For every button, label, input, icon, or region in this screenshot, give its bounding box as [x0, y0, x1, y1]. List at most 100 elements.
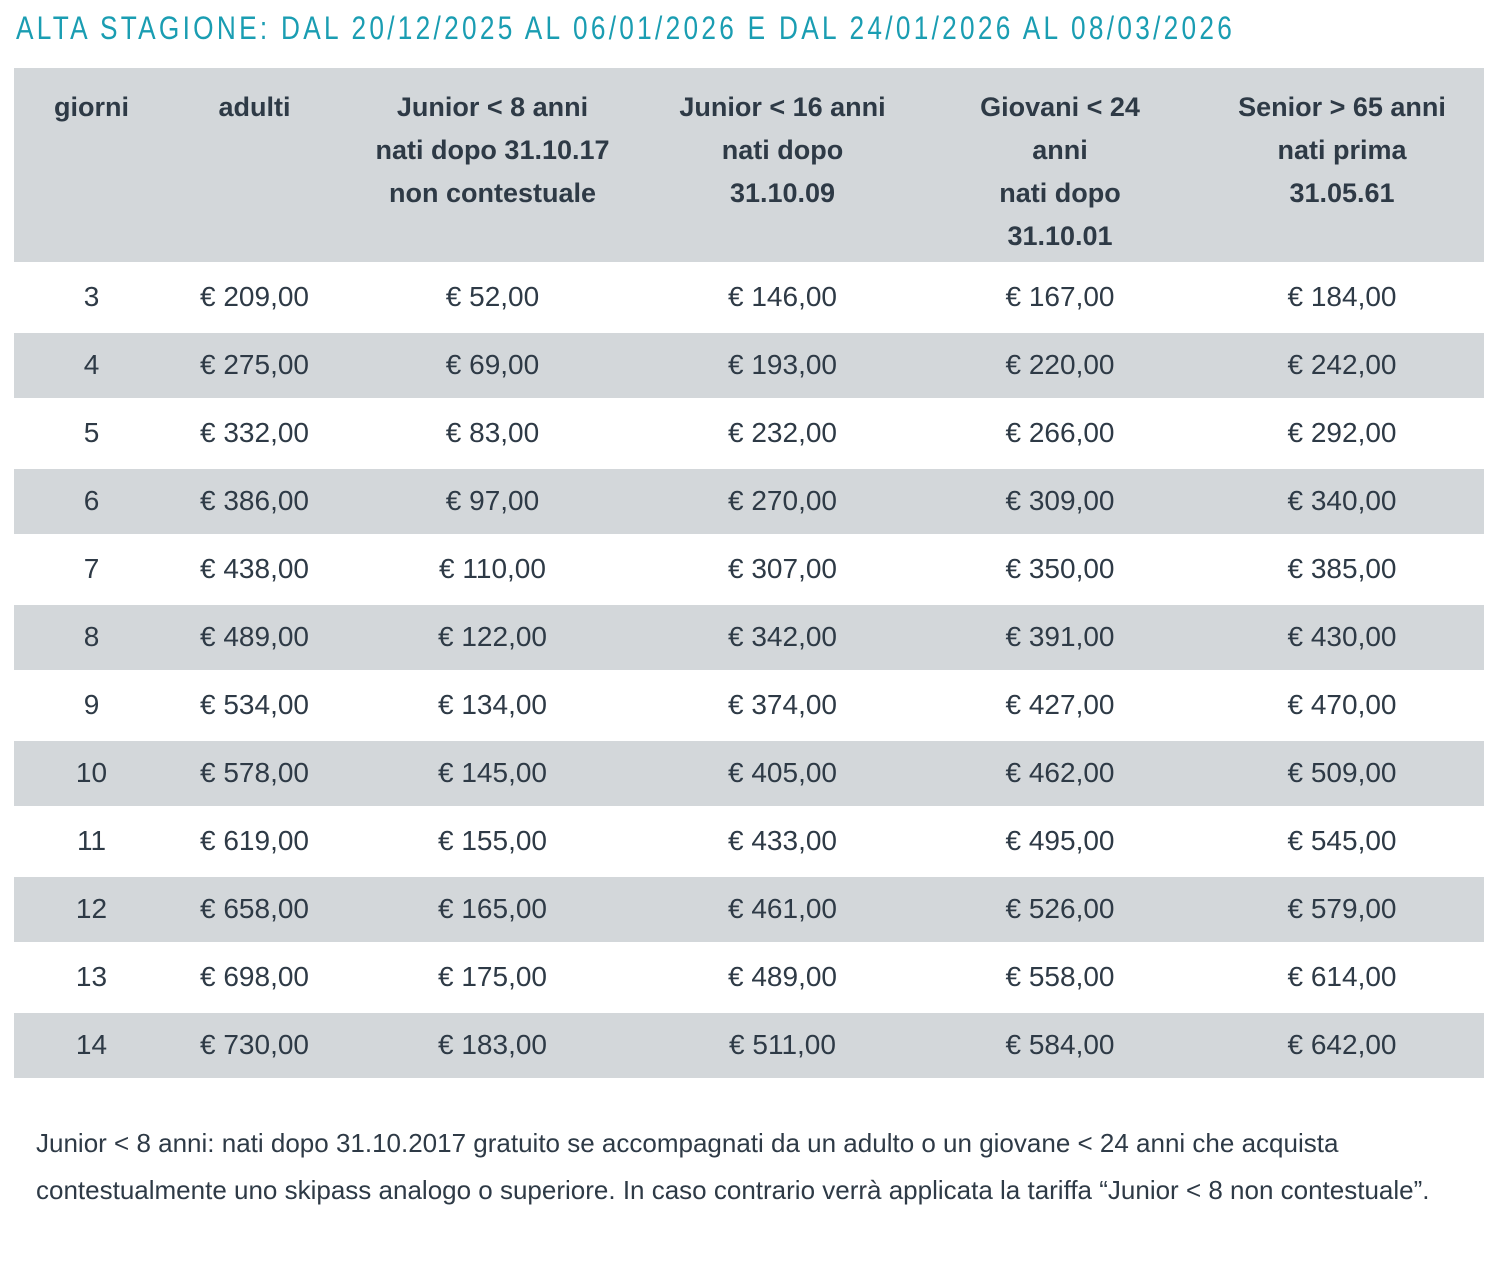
- table-row: 6 € 386,00 € 97,00 € 270,00 € 309,00 € 340,00: [14, 467, 1484, 537]
- price-cell: € 193,00: [645, 331, 920, 401]
- price-cell: € 146,00: [645, 263, 920, 333]
- price-cell: € 332,00: [169, 399, 340, 469]
- table-row: 13 € 698,00 € 175,00 € 489,00 € 558,00 € 614,…: [14, 943, 1484, 1013]
- price-cell: € 427,00: [920, 671, 1200, 741]
- cell-giorni: 4: [14, 331, 169, 401]
- header-line: 31.05.61: [1289, 178, 1395, 208]
- header-line: Senior > 65 anni: [1238, 92, 1446, 122]
- price-cell: € 391,00: [920, 603, 1200, 673]
- price-cell: € 340,00: [1200, 467, 1484, 537]
- price-table: giorni adulti Junior < 8 anni nati dopo 31.…: [14, 68, 1484, 1081]
- price-cell: € 470,00: [1200, 671, 1484, 741]
- footnote: Junior < 8 anni: nati dopo 31.10.2017 gr…: [36, 1128, 1430, 1205]
- price-cell: € 307,00: [645, 535, 920, 605]
- cell-giorni: 12: [14, 875, 169, 945]
- price-cell: € 165,00: [340, 875, 645, 945]
- cell-giorni: 11: [14, 807, 169, 877]
- cell-giorni: 14: [14, 1011, 169, 1081]
- header-cell-adulti: adulti: [169, 68, 340, 265]
- price-cell: € 275,00: [169, 331, 340, 401]
- price-cell: € 462,00: [920, 739, 1200, 809]
- price-cell: € 619,00: [169, 807, 340, 877]
- cell-giorni: 10: [14, 739, 169, 809]
- price-cell: € 122,00: [340, 603, 645, 673]
- price-cell: € 110,00: [340, 535, 645, 605]
- price-cell: € 155,00: [340, 807, 645, 877]
- price-cell: € 145,00: [340, 739, 645, 809]
- table-row: 11 € 619,00 € 155,00 € 433,00 € 495,00 € 545,…: [14, 807, 1484, 877]
- table-row: 4 € 275,00 € 69,00 € 193,00 € 220,00 € 242,00: [14, 331, 1484, 401]
- price-cell: € 209,00: [169, 263, 340, 333]
- price-cell: € 558,00: [920, 943, 1200, 1013]
- header-line: 31.10.01: [1007, 221, 1113, 251]
- table-row: 7 € 438,00 € 110,00 € 307,00 € 350,00 € 385,0…: [14, 535, 1484, 605]
- table-row: 10 € 578,00 € 145,00 € 405,00 € 462,00 € 509,…: [14, 739, 1484, 809]
- header-cell-giorni: giorni: [14, 68, 169, 265]
- header-line: nati dopo: [999, 178, 1121, 208]
- price-cell: € 167,00: [920, 263, 1200, 333]
- price-cell: € 534,00: [169, 671, 340, 741]
- header-cell-junior16: Junior < 16 anni nati dopo 31.10.09: [645, 68, 920, 265]
- price-cell: € 438,00: [169, 535, 340, 605]
- price-cell: € 526,00: [920, 875, 1200, 945]
- price-cell: € 183,00: [340, 1011, 645, 1081]
- table-row: 14 € 730,00 € 183,00 € 511,00 € 584,00 € 642,…: [14, 1011, 1484, 1081]
- price-cell: € 309,00: [920, 467, 1200, 537]
- price-cell: € 386,00: [169, 467, 340, 537]
- price-cell: € 385,00: [1200, 535, 1484, 605]
- table-row: 9 € 534,00 € 134,00 € 374,00 € 427,00 € 470,0…: [14, 671, 1484, 741]
- price-cell: € 232,00: [645, 399, 920, 469]
- price-cell: € 242,00: [1200, 331, 1484, 401]
- price-cell: € 69,00: [340, 331, 645, 401]
- header-line: non contestuale: [388, 178, 597, 208]
- price-cell: € 489,00: [169, 603, 340, 673]
- price-cell: € 270,00: [645, 467, 920, 537]
- price-cell: € 642,00: [1200, 1011, 1484, 1081]
- price-cell: € 461,00: [645, 875, 920, 945]
- price-cell: € 433,00: [645, 807, 920, 877]
- header-line: nati dopo 31.10.17: [375, 135, 610, 165]
- price-cell: € 578,00: [169, 739, 340, 809]
- price-cell: € 430,00: [1200, 603, 1484, 673]
- page-title: ALTA STAGIONE: DAL 20/12/2025 AL 06/01/2…: [16, 10, 1236, 46]
- header-line: nati dopo: [721, 135, 844, 165]
- price-cell: € 52,00: [340, 263, 645, 333]
- price-cell: € 266,00: [920, 399, 1200, 469]
- cell-giorni: 8: [14, 603, 169, 673]
- cell-giorni: 6: [14, 467, 169, 537]
- price-cell: € 495,00: [920, 807, 1200, 877]
- price-cell: € 220,00: [920, 331, 1200, 401]
- price-cell: € 350,00: [920, 535, 1200, 605]
- price-cell: € 405,00: [645, 739, 920, 809]
- header-cell-junior8: Junior < 8 anni nati dopo 31.10.17 non con…: [340, 68, 645, 265]
- price-cell: € 509,00: [1200, 739, 1484, 809]
- header-line: anni: [1032, 135, 1088, 165]
- cell-giorni: 13: [14, 943, 169, 1013]
- table-row: 8 € 489,00 € 122,00 € 342,00 € 391,00 € 430,0…: [14, 603, 1484, 673]
- price-cell: € 584,00: [920, 1011, 1200, 1081]
- price-cell: € 97,00: [340, 467, 645, 537]
- header-cell-giovani24: Giovani < 24 anni nati dopo 31.10.01: [920, 68, 1200, 265]
- header-row: giorni adulti Junior < 8 anni nati dopo 31.…: [14, 68, 1484, 265]
- header-line: Giovani < 24: [980, 92, 1140, 122]
- table-row: 12 € 658,00 € 165,00 € 461,00 € 526,00 € 579,…: [14, 875, 1484, 945]
- header-line: Junior < 8 anni: [396, 92, 589, 122]
- price-cell: € 730,00: [169, 1011, 340, 1081]
- cell-giorni: 7: [14, 535, 169, 605]
- table-header: giorni adulti Junior < 8 anni nati dopo 31.…: [14, 68, 1484, 265]
- price-cell: € 489,00: [645, 943, 920, 1013]
- price-cell: € 175,00: [340, 943, 645, 1013]
- table-body: 3 € 209,00 € 52,00 € 146,00 € 167,00 € 184,00…: [14, 263, 1484, 1081]
- cell-giorni: 3: [14, 263, 169, 333]
- price-cell: € 342,00: [645, 603, 920, 673]
- header-line: 31.10.09: [729, 178, 836, 208]
- table-row: 3 € 209,00 € 52,00 € 146,00 € 167,00 € 184,00: [14, 263, 1484, 333]
- price-cell: € 134,00: [340, 671, 645, 741]
- price-cell: € 511,00: [645, 1011, 920, 1081]
- table-row: 5 € 332,00 € 83,00 € 232,00 € 266,00 € 292,00: [14, 399, 1484, 469]
- price-cell: € 374,00: [645, 671, 920, 741]
- header-line: Junior < 16 anni: [679, 92, 886, 122]
- price-cell: € 614,00: [1200, 943, 1484, 1013]
- price-cell: € 83,00: [340, 399, 645, 469]
